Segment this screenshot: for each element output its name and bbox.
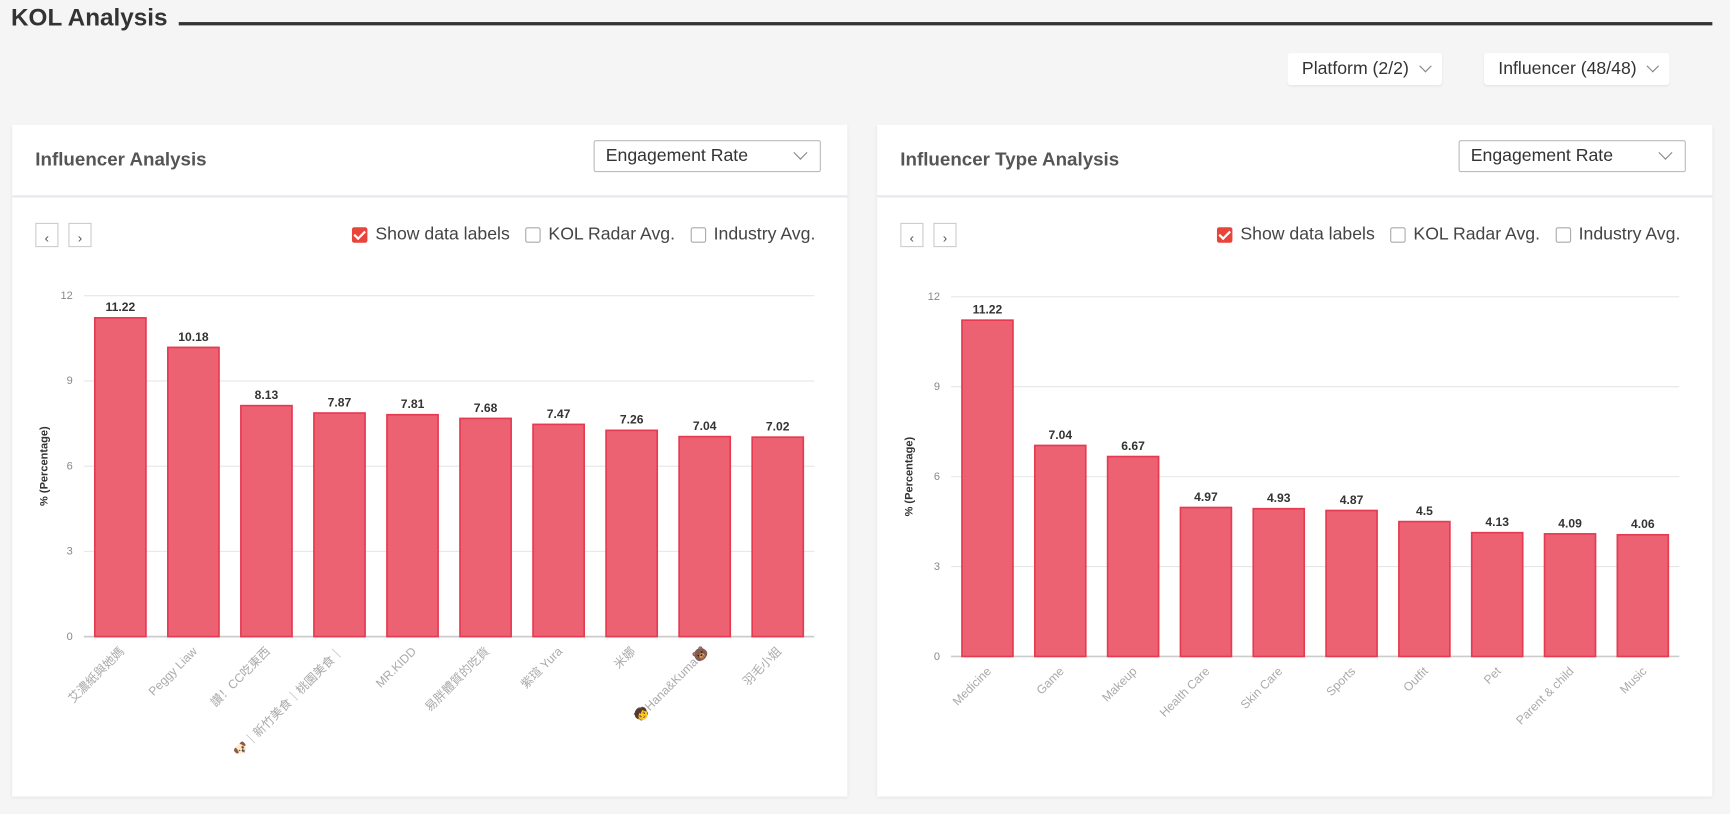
option-label: KOL Radar Avg. [548,225,676,244]
prev-button[interactable]: ‹ [900,222,924,248]
checkbox[interactable] [525,227,541,243]
platform-filter[interactable]: Platform (2/2) [1287,52,1442,85]
checkbox[interactable] [352,227,368,243]
option-label: Show data labels [375,225,510,244]
page-title: KOL Analysis [11,3,168,31]
metric-select[interactable]: Engagement Rate [1458,140,1686,173]
option-label: Industry Avg. [713,225,816,244]
prev-button[interactable]: ‹ [35,222,59,248]
panel-divider [877,195,1713,198]
panel: Influencer Type Analysis Engagement Rate ‹… [877,124,1713,797]
option[interactable]: KOL Radar Avg. [1390,225,1540,245]
option-label: Industry Avg. [1578,225,1681,244]
chart-options: Show data labels KOL Radar Avg. Industry A… [1217,225,1680,245]
option[interactable]: Industry Avg. [690,225,815,245]
option-label: Show data labels [1240,225,1375,244]
panel-title: Influencer Type Analysis [900,148,1120,170]
panel-title: Influencer Analysis [35,148,207,170]
option[interactable]: KOL Radar Avg. [525,225,675,245]
panel: Influencer Analysis Engagement Rate ‹ › Show… [12,124,848,797]
next-button[interactable]: › [933,222,957,248]
checkbox[interactable] [690,227,706,243]
option-label: KOL Radar Avg. [1413,225,1541,244]
option[interactable]: Show data labels [352,225,510,245]
title-rule [178,22,1713,26]
option[interactable]: Show data labels [1217,225,1375,245]
chart-options: Show data labels KOL Radar Avg. Industry A… [352,225,815,245]
checkbox[interactable] [1555,227,1571,243]
checkbox[interactable] [1217,227,1233,243]
influencer-filter[interactable]: Influencer (48/48) [1483,52,1670,85]
metric-select[interactable]: Engagement Rate [593,140,821,173]
option[interactable]: Industry Avg. [1555,225,1680,245]
panel-divider [12,195,848,198]
checkbox[interactable] [1390,227,1406,243]
next-button[interactable]: › [68,222,92,248]
